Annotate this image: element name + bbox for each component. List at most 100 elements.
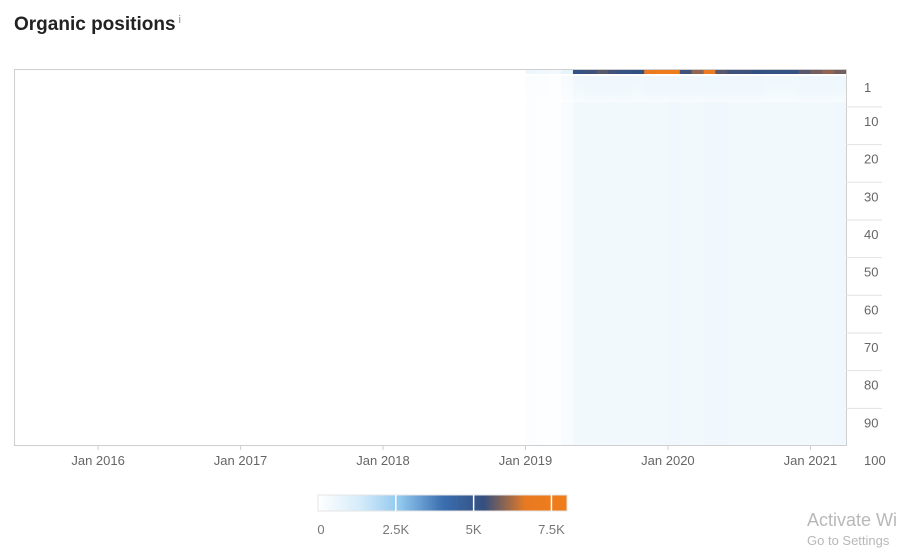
legend-color-segment [357,495,360,511]
legend-color-segment [430,495,433,511]
legend-color-segment [467,495,470,511]
legend-color-segment [523,495,526,511]
legend-color-segment [398,495,402,511]
heatmap-column [632,70,645,445]
legend-color-segment [371,495,375,511]
legend-color-segment [537,495,541,511]
legend-frame [317,494,568,512]
legend-color-segment [562,495,566,511]
legend-color-segment [535,495,539,511]
heatmap-cell-top [691,70,705,74]
legend-color-segment [363,495,367,511]
heatmap-cell-body [549,76,562,445]
legend-color-segment [355,495,358,511]
legend-color-segment [517,495,520,511]
legend-color-segment [423,495,427,511]
heatmap-cell-body [751,76,764,445]
legend-color-segment [560,495,564,511]
heatmap-cell-top [715,70,728,74]
legend-color-segment [324,495,327,511]
color-legend: 0 2.5K 5K 7.5K [317,494,568,537]
legend-color-segment [465,495,468,511]
x-tick-label: Jan 2016 [71,453,125,468]
legend-color-segment [421,495,425,511]
legend-tick-label: 2.5K [382,522,409,537]
legend-color-segment [318,495,321,511]
heatmap-cell-top [751,70,764,74]
legend-color-segment [401,495,404,511]
legend-color-segment [409,495,412,511]
heatmap-cell-body [822,76,835,445]
legend-color-segment [519,495,522,511]
legend-color-segment [494,495,497,511]
legend-color-segment [415,495,419,511]
legend-color-segment [471,495,475,511]
legend-color-segment [419,495,423,511]
heatmap-cell-body [667,76,681,445]
heatmap-cell-top [596,70,610,74]
heatmap-cell-top [525,70,538,74]
legend-color-segment [388,495,392,511]
heatmap-column [608,70,622,445]
legend-color-segment [506,495,510,511]
legend-color-segment [544,495,547,511]
legend-color-segment [344,495,348,511]
legend-color-segment [369,495,373,511]
legend-color-segment [407,495,410,511]
heatmap-column [786,70,800,445]
legend-color-segment [392,495,396,511]
legend-color-segment [328,495,331,511]
heatmap-cell-top [822,70,835,74]
info-icon[interactable]: i [178,14,181,26]
heatmap-column [584,70,598,445]
heatmap-column [691,70,705,445]
heatmap-cell-body [739,76,752,445]
heatmap-cell-top [644,70,657,74]
legend-color-segment [427,495,431,511]
watermark-line2: Go to Settings [807,533,890,548]
heatmap-cell-body [786,76,800,445]
watermark-line1: Activate Wi [807,510,898,530]
legend-color-segment [440,495,443,511]
y-tick-label: 100 [864,453,886,468]
legend-color-segment [340,495,344,511]
legend-color-segment [513,495,516,511]
legend-color-segment [486,495,489,511]
legend-color-segment [540,495,543,511]
legend-color-segment [376,495,379,511]
legend-color-segment [564,495,568,511]
heatmap-fade [525,74,846,102]
heatmap-cell-body [798,76,811,445]
legend-color-segment [326,495,329,511]
heatmap-cell-body [715,76,728,445]
heatmap-cell-body [608,76,622,445]
legend-color-segment [342,495,346,511]
legend-color-segment [479,495,483,511]
heatmap-cell-body [679,76,693,445]
legend-color-segment [413,495,417,511]
heatmap-cell-top [537,70,550,74]
heatmap-column [739,70,752,445]
legend-color-segment [446,495,450,511]
heatmap-cell-body [596,76,610,445]
legend-color-segment [322,495,325,511]
legend-color-segment [554,495,558,511]
heatmap-cell-top [727,70,740,74]
heatmap-cell-body [691,76,705,445]
heatmap-cell-body [727,76,740,445]
legend-color-segment [502,495,506,511]
legend-color-segment [531,495,535,511]
heatmap-cell-body [632,76,645,445]
heatmap-cell-top [608,70,622,74]
legend-color-segment [510,495,514,511]
legend-color-segment [508,495,512,511]
legend-color-segment [490,495,493,511]
legend-color-segment [390,495,394,511]
legend-color-segment [347,495,350,511]
legend-color-segment [527,495,531,511]
chart-title: Organic positions [14,14,176,35]
heatmap-column [561,70,574,445]
heatmap-column [774,70,788,445]
legend-color-segment [411,495,414,511]
heatmap-cell-top [703,70,717,74]
